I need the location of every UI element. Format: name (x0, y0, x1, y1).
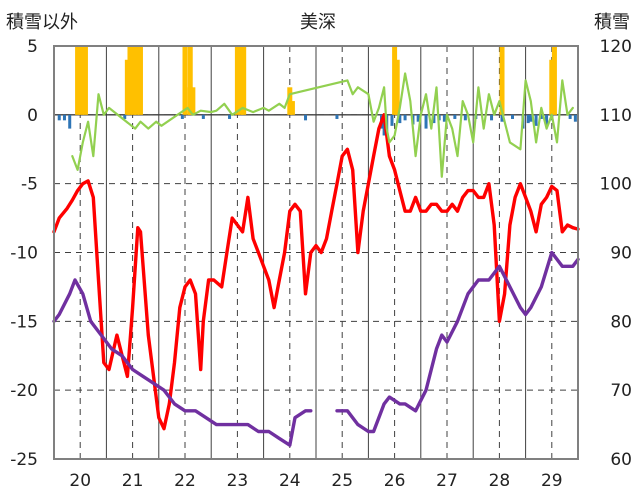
plot-frame (53, 45, 579, 460)
snow-change-bar (573, 114, 577, 122)
precip-bar (75, 46, 81, 115)
right-tick-label: 80 (610, 312, 632, 332)
x-tick-label: 25 (331, 471, 353, 491)
snow-change-bar (424, 114, 428, 129)
left-tick-label: -10 (10, 244, 38, 264)
precip-bar (241, 46, 247, 115)
precip-bar (190, 87, 196, 115)
precip-bar (134, 46, 140, 115)
left-tick-label: -25 (10, 450, 38, 470)
left-tick-label: -20 (10, 381, 38, 401)
snow-change-bar (68, 114, 72, 129)
snow-change-bar (432, 114, 436, 124)
x-tick-label: 28 (489, 471, 511, 491)
x-tick-label: 27 (436, 471, 458, 491)
precip-bar (131, 46, 137, 115)
right-tick-label: 120 (600, 37, 632, 57)
precip-bar (289, 101, 295, 115)
snow-change-bar (123, 114, 127, 119)
snow-change-bar (463, 114, 467, 121)
right-axis-label: 積雪 (594, 12, 630, 33)
snow-change-bar (416, 114, 420, 122)
left-tick-label: 5 (27, 37, 38, 57)
precip-bar (238, 46, 244, 115)
x-tick-label: 26 (384, 471, 406, 491)
precip-bar (287, 87, 293, 115)
x-tick-label: 29 (541, 471, 563, 491)
snow-change-bar (62, 114, 66, 121)
right-tick-label: 70 (610, 381, 632, 401)
right-tick-label: 90 (610, 244, 632, 264)
precip-bar (551, 46, 557, 115)
snow-change-bar (442, 114, 446, 122)
x-tick-label: 20 (69, 471, 91, 491)
snow-change-bar (568, 114, 572, 119)
precip-bar (187, 87, 193, 115)
left-tick-label: -5 (21, 175, 38, 195)
bars (57, 46, 577, 136)
chart-title: 美深 (300, 12, 336, 33)
lines (52, 72, 580, 447)
snow-change-bar (398, 114, 402, 124)
snow-change-bar (228, 114, 232, 119)
precip-bar (187, 46, 193, 115)
snow-change-bar (57, 114, 61, 121)
snow-change-bar (335, 114, 339, 119)
snow_depth-line (335, 250, 580, 434)
right-tick-label: 60 (610, 450, 632, 470)
left-axis-label: 積雪以外 (6, 12, 78, 33)
snow-change-bar (390, 114, 394, 126)
snow-change-bar (201, 114, 205, 119)
snow-change-bar (180, 114, 184, 119)
precip-bar (549, 59, 555, 115)
snow-change-bar (490, 114, 494, 121)
snow-change-bar (539, 114, 543, 119)
snow_depth-line (52, 278, 313, 447)
precip-bar (182, 46, 188, 115)
snow-change-bar (511, 114, 514, 119)
right-tick-label: 100 (600, 175, 632, 195)
x-tick-label: 24 (279, 471, 301, 491)
x-tick-label: 21 (122, 471, 144, 491)
precip-bar (234, 46, 240, 115)
precip-bar (394, 59, 400, 115)
precip-bar (78, 46, 84, 115)
snow-change-bar (545, 114, 549, 126)
precip-bar (392, 46, 398, 115)
snow-change-bar (526, 114, 530, 124)
tick-labels: 5 0 -5 -10 -15 -20 -25 120 110 100 90 80 70 60 20 21 22 2… (10, 37, 632, 491)
precip-bar (82, 46, 88, 115)
precip-bar (127, 46, 133, 115)
precip-bar (499, 46, 505, 115)
x-tick-label: 23 (227, 471, 249, 491)
snow-change-bar (403, 114, 407, 121)
right-tick-label: 110 (600, 106, 632, 126)
left-tick-label: -15 (10, 312, 38, 332)
precip-bar (137, 46, 143, 115)
snow-change-bar (500, 114, 504, 122)
temperature-line (52, 113, 580, 431)
snow-change-bar (453, 114, 457, 119)
x-tick-label: 22 (174, 471, 196, 491)
snow-change-bar (304, 114, 308, 121)
snow-change-bar (529, 114, 533, 122)
wind-line (71, 72, 574, 178)
snow-change-bar (534, 114, 538, 126)
left-tick-label: 0 (27, 106, 38, 126)
precip-bar (124, 59, 130, 115)
